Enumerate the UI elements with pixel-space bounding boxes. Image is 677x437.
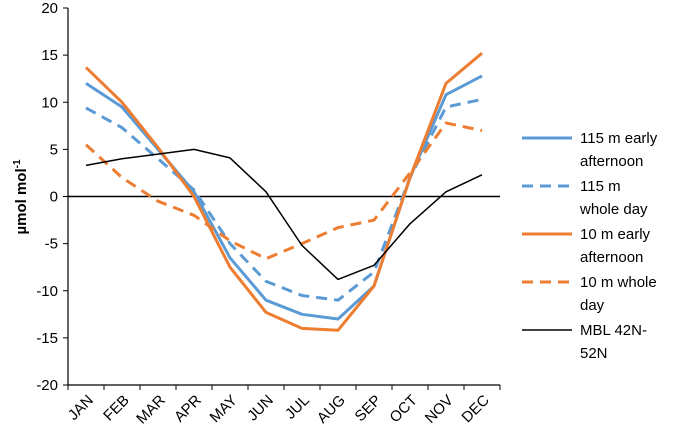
legend-label-3: day — [580, 297, 605, 314]
legend-label-4: MBL 42N- — [580, 322, 647, 339]
legend-label-3: 10 m whole — [580, 274, 657, 291]
series-line-3 — [84, 121, 483, 261]
y-tick-label: 15 — [41, 47, 58, 64]
legend: 115 m early afternoon 115 m whole day 10 m e… — [522, 130, 658, 362]
y-tick-label: -20 — [36, 377, 58, 394]
legend-label-1: 115 m — [580, 178, 621, 195]
y-tick-label: -5 — [45, 236, 58, 253]
y-tick-label: 5 — [50, 141, 58, 158]
legend-label-0: afternoon — [580, 153, 643, 170]
x-tick-label: MAR — [133, 392, 169, 428]
y-tick-label: 20 — [41, 0, 58, 17]
x-tick-label: JAN — [65, 392, 97, 424]
x-tick-label: JUL — [282, 392, 313, 423]
y-tick-labels: -20 -15 -10 -5 0 5 10 15 20 — [36, 0, 68, 394]
series-lines — [84, 52, 483, 332]
x-tick-label: OCT — [386, 392, 420, 426]
x-tick-label: DEC — [458, 392, 493, 427]
axes — [67, 8, 500, 386]
series-line-0 — [85, 74, 483, 321]
legend-label-0: 115 m early — [580, 130, 658, 147]
y-tick-label: 0 — [50, 189, 58, 206]
legend-label-4: 52N — [580, 345, 608, 362]
x-tick-label: MAY — [207, 392, 241, 426]
y-axis-label-superscript: -1 — [12, 159, 23, 168]
x-tick-labels: JAN FEB MAR APR MAY JUN JUL AUG SEP OCT NOV DEC — [65, 385, 501, 428]
x-tick-label: JUN — [244, 392, 277, 425]
legend-label-1: whole day — [579, 201, 648, 218]
series-line-2 — [84, 52, 483, 332]
x-tick-label: SEP — [352, 392, 385, 425]
x-tick-label: APR — [171, 392, 205, 426]
legend-label-2: afternoon — [580, 249, 643, 266]
series-line-4 — [85, 148, 483, 281]
legend-label-2: 10 m early — [580, 226, 651, 243]
y-tick-label: -15 — [36, 330, 58, 347]
x-tick-label: AUG — [314, 392, 349, 427]
x-tick-label: FEB — [100, 392, 133, 425]
y-axis-label: µmol mol-1 — [12, 159, 30, 234]
y-tick-label: 10 — [41, 94, 58, 111]
y-axis-label-main: µmol mol — [13, 168, 30, 234]
y-tick-label: -10 — [36, 283, 58, 300]
x-tick-label: NOV — [422, 392, 457, 427]
